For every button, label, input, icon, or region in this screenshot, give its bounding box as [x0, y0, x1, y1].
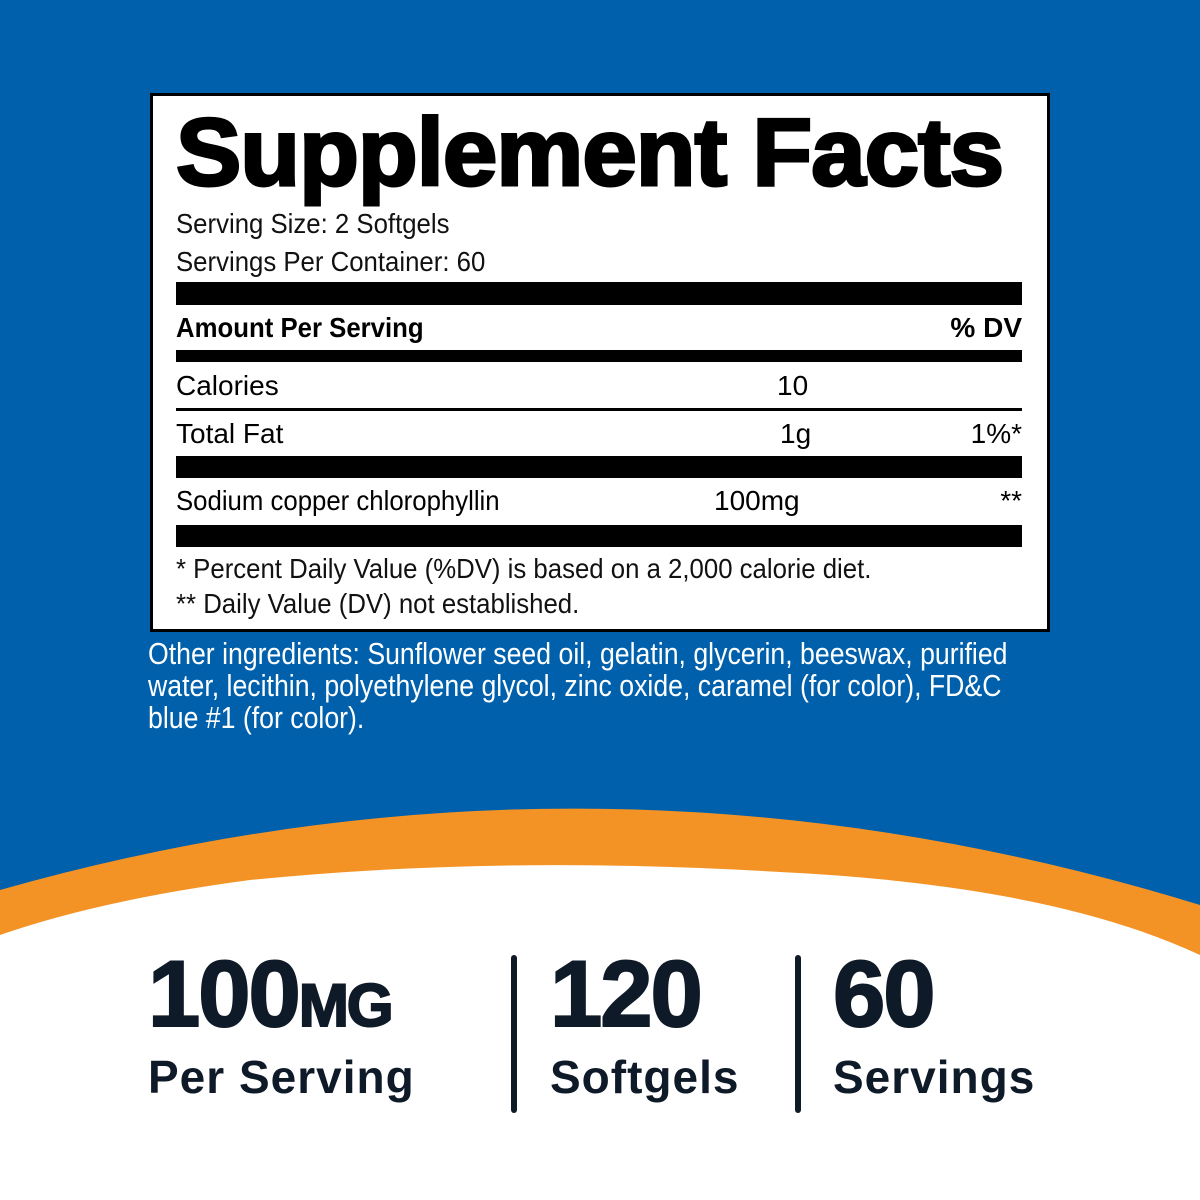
- stat-value: 120: [549, 940, 704, 1047]
- footnote-not-established: ** Daily Value (DV) not established.: [176, 588, 580, 619]
- facts-title: Supplement Facts: [174, 98, 1005, 208]
- stat-label: Per Serving: [148, 1051, 415, 1103]
- nutrient-row: Total Fat 1g 1%*: [176, 418, 1022, 454]
- nutrient-amount: 10: [777, 370, 809, 401]
- stat-unit: MG: [298, 971, 395, 1040]
- other-ingredients: Other ingredients: Sunflower seed oil, g…: [148, 636, 1008, 735]
- supplement-facts-panel: Supplement Facts Serving Size: 2 Softgel…: [150, 93, 1050, 632]
- nutrient-name: Sodium copper chlorophyllin: [176, 485, 500, 516]
- serving-size: Serving Size: 2 Softgels: [176, 208, 450, 239]
- stat-divider: [795, 955, 801, 1113]
- nutrient-amount: 1g: [780, 418, 812, 449]
- divider-line: [176, 408, 1022, 411]
- header-row: Amount Per Serving % DV: [176, 312, 1022, 348]
- dv-header: % DV: [950, 312, 1022, 343]
- nutrient-name: Total Fat: [176, 418, 284, 449]
- stat-divider: [511, 955, 517, 1113]
- nutrient-amount: 100mg: [714, 485, 800, 516]
- stat-softgels: 120 Softgels: [549, 940, 740, 1104]
- stat-servings: 60 Servings: [832, 940, 1036, 1104]
- stat-value: 60: [832, 940, 937, 1047]
- white-area: [0, 865, 1200, 1200]
- nutrient-dv: **: [1000, 485, 1022, 516]
- stat-value: 100: [147, 940, 302, 1047]
- divider-bar: [176, 525, 1022, 547]
- nutrient-dv: 1%*: [970, 418, 1022, 449]
- amount-per-serving-header: Amount Per Serving: [176, 312, 424, 343]
- footnote-dv: * Percent Daily Value (%DV) is based on …: [176, 553, 872, 584]
- nutrient-row: Sodium copper chlorophyllin 100mg **: [176, 485, 1022, 521]
- divider-bar: [176, 350, 1022, 362]
- nutrient-name: Calories: [176, 370, 279, 401]
- divider-bar: [176, 456, 1022, 478]
- stat-label: Softgels: [550, 1051, 740, 1103]
- divider-bar: [176, 282, 1022, 305]
- servings-per-container: Servings Per Container: 60: [176, 246, 486, 277]
- stat-label: Servings: [833, 1051, 1036, 1103]
- nutrient-row: Calories 10: [176, 370, 1022, 406]
- stat-per-serving: 100MG Per Serving: [147, 940, 415, 1104]
